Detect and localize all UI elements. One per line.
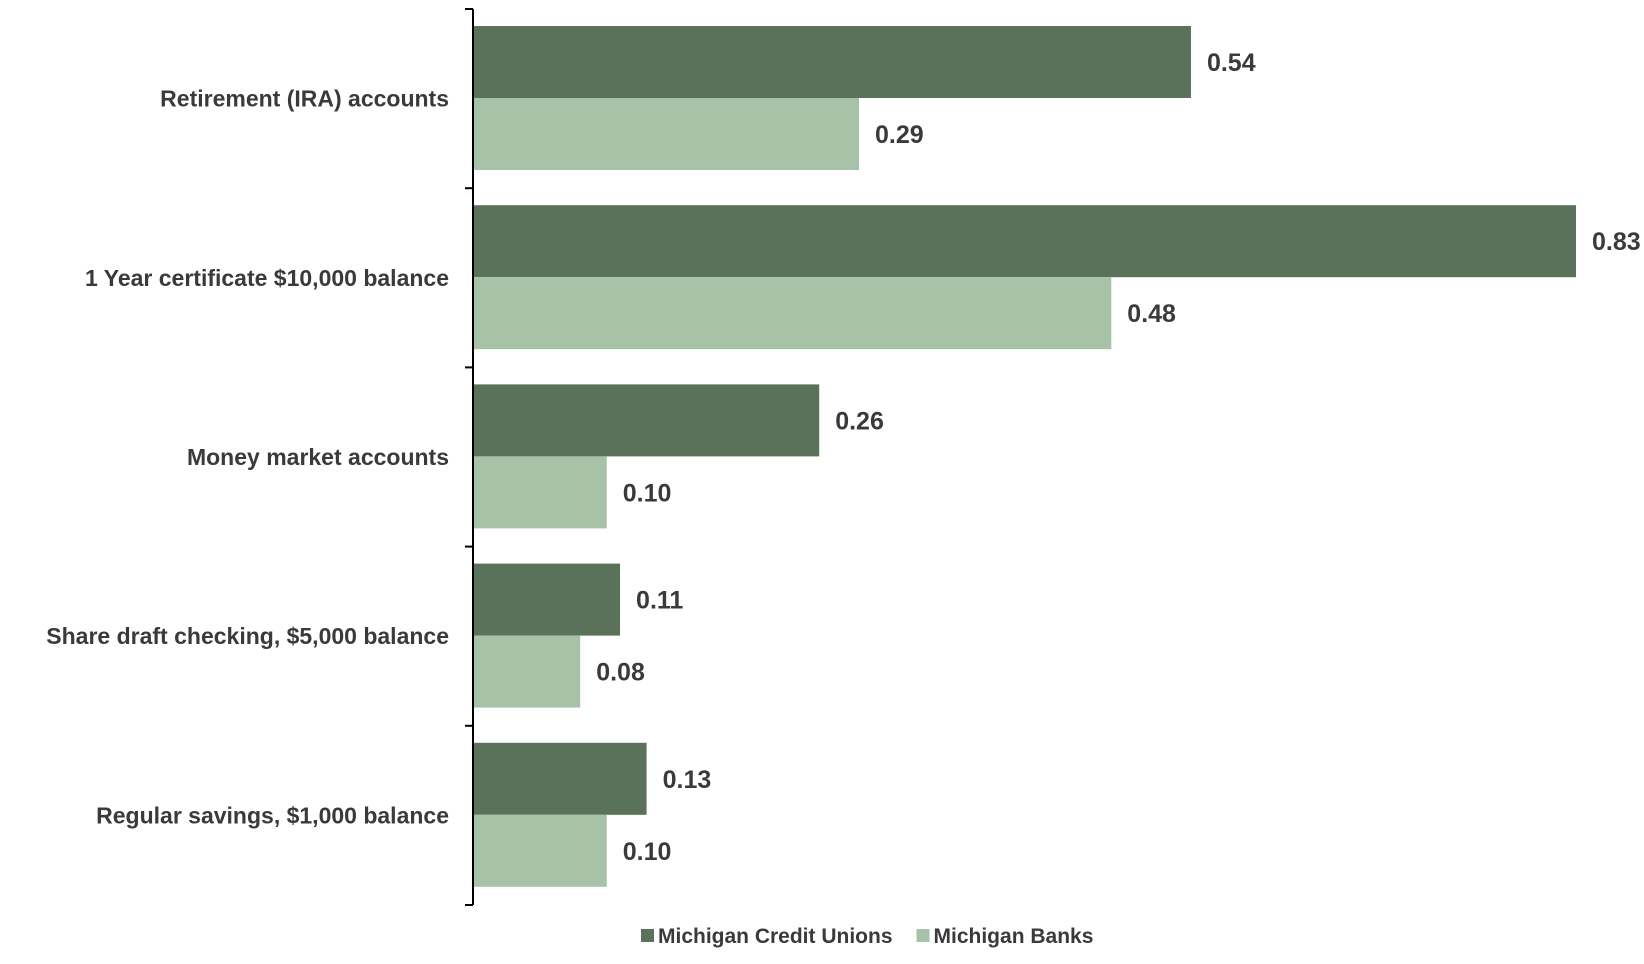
bar-michigan-banks	[474, 635, 581, 708]
data-label: 0.54	[1207, 49, 1256, 77]
data-label: 0.11	[636, 587, 683, 615]
data-label: 0.13	[663, 766, 712, 794]
bar-michigan-credit-unions	[474, 26, 1191, 98]
legend-swatch	[641, 929, 654, 942]
category-label: Retirement (IRA) accounts	[160, 86, 449, 112]
y-axis	[465, 8, 474, 906]
bar-michigan-banks	[474, 456, 607, 529]
category-label: 1 Year certificate $10,000 balance	[85, 265, 449, 291]
labels: Retirement (IRA) accounts 0.54 0.29 1 Year …	[46, 49, 1640, 866]
category-label: Money market accounts	[187, 444, 449, 470]
data-label: 0.48	[1127, 300, 1176, 328]
bar-michigan-credit-unions	[474, 563, 621, 636]
bar-michigan-credit-unions	[474, 205, 1576, 278]
data-label: 0.29	[875, 121, 924, 149]
legend-label: Michigan Credit Unions	[658, 925, 893, 948]
bars	[474, 26, 1576, 887]
bar-michigan-banks	[474, 277, 1112, 350]
data-label: 0.10	[623, 838, 672, 866]
legend-swatch	[916, 929, 930, 942]
data-label: 0.83	[1592, 228, 1641, 256]
data-label: 0.08	[596, 659, 645, 687]
bar-michigan-credit-unions	[474, 384, 820, 457]
legend: Michigan Credit Unions Michigan Banks	[641, 925, 1093, 948]
bar-michigan-banks	[474, 98, 860, 170]
category-label: Regular savings, $1,000 balance	[96, 802, 449, 828]
data-label: 0.26	[835, 407, 884, 435]
bar-michigan-banks	[474, 814, 607, 887]
category-label: Share draft checking, $5,000 balance	[46, 623, 449, 649]
bar-michigan-credit-unions	[474, 742, 647, 815]
data-label: 0.10	[623, 479, 672, 507]
legend-label: Michigan Banks	[934, 925, 1094, 948]
